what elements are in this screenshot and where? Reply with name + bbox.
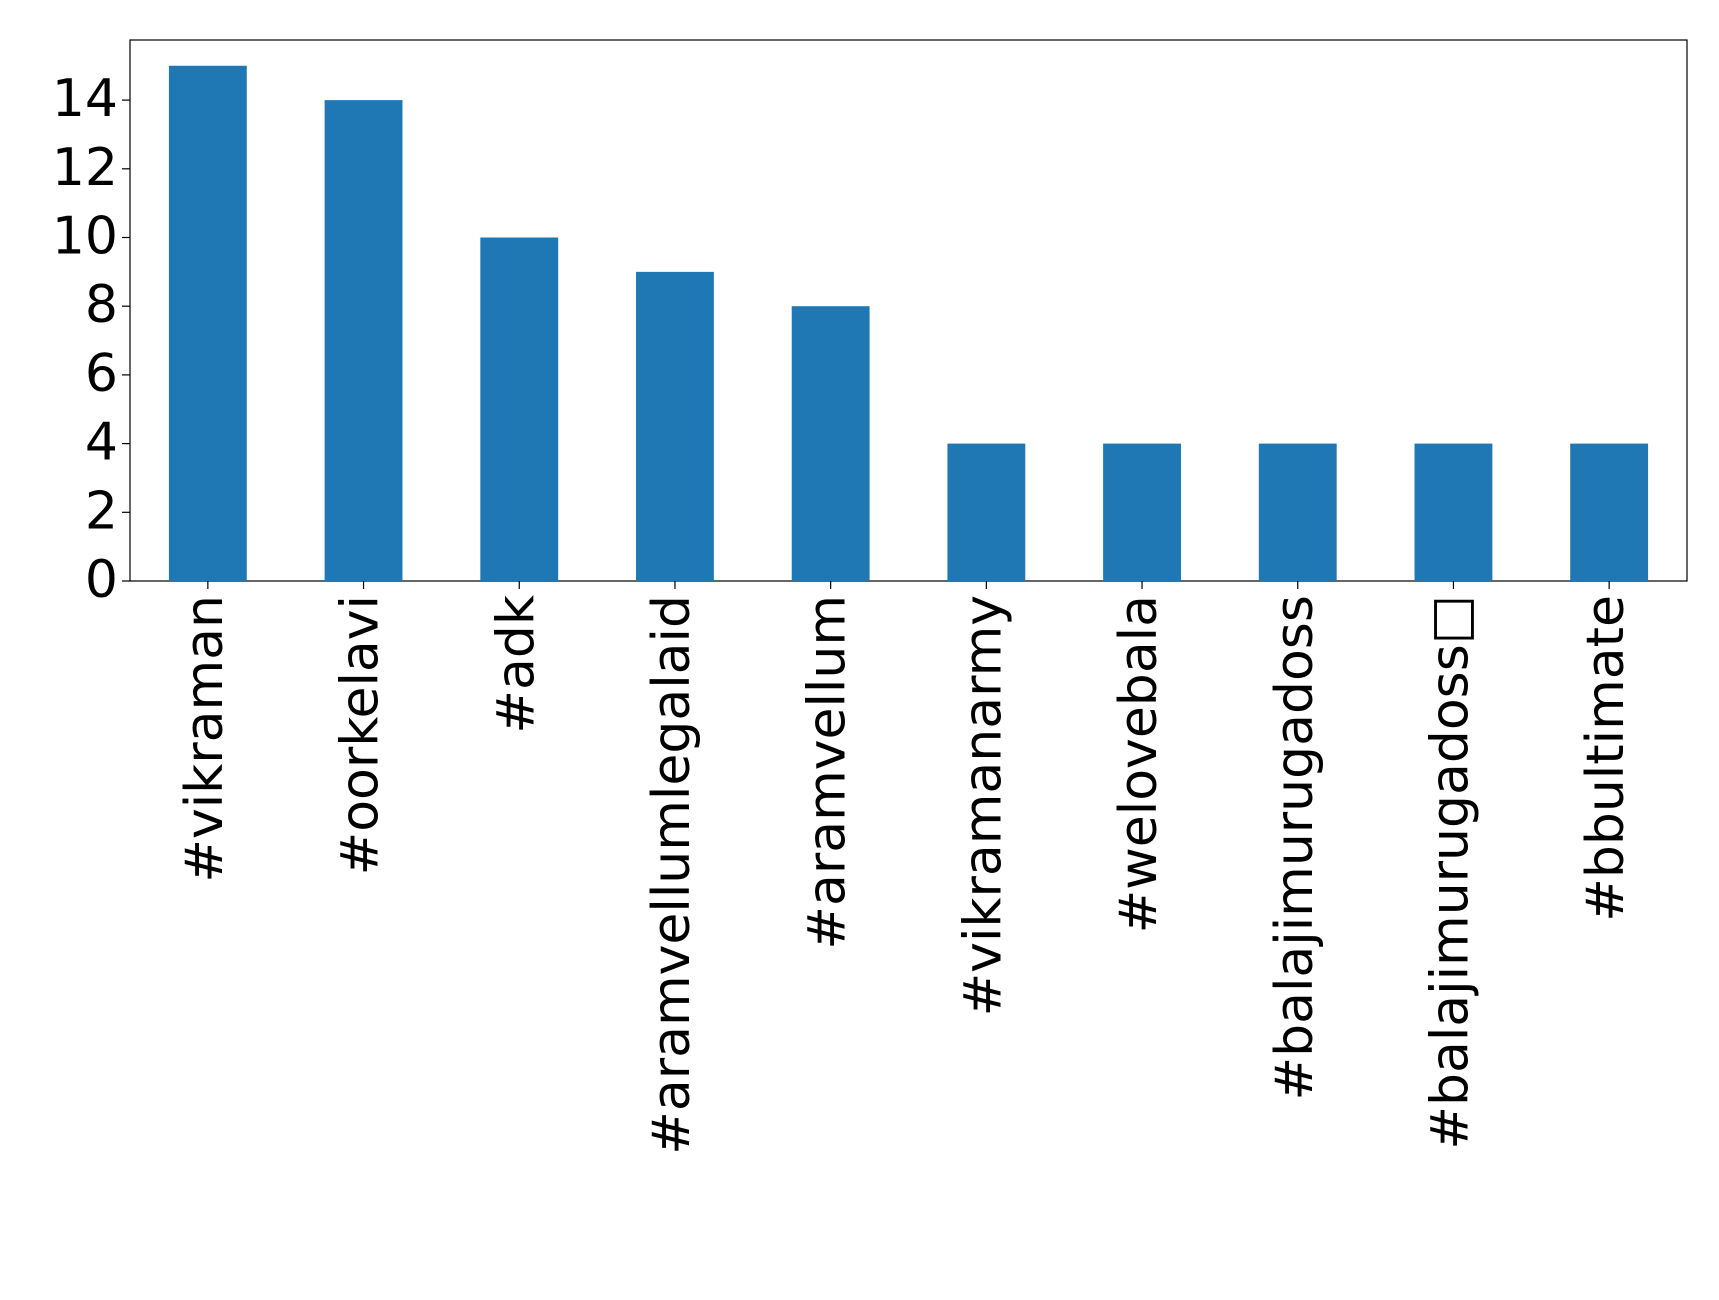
y-tick-label: 4 xyxy=(85,413,118,473)
x-tick-label: #vikraman xyxy=(175,595,235,883)
y-tick-label: 8 xyxy=(85,275,118,335)
x-tick-label: #oorkelavi xyxy=(331,595,391,875)
x-tick-label: #vikramanarmy xyxy=(953,595,1013,1016)
y-tick-label: 6 xyxy=(85,344,118,404)
x-tick-label: #aramvellum xyxy=(798,595,858,950)
x-tick-label: #balajimurugadoss xyxy=(1265,595,1325,1100)
bar xyxy=(480,237,559,581)
bar xyxy=(791,306,870,581)
x-tick-label: #balajimurugadoss□ xyxy=(1420,595,1480,1150)
bar xyxy=(1258,443,1337,581)
bar xyxy=(1414,443,1493,581)
bar xyxy=(1103,443,1181,581)
y-tick-label: 2 xyxy=(85,481,118,541)
bar xyxy=(947,443,1026,581)
plot-frame xyxy=(129,39,1688,582)
bar xyxy=(324,100,403,581)
x-tick-label: #welovebala xyxy=(1109,595,1169,933)
x-tick-label: #adk xyxy=(486,595,546,734)
y-tick-label: 14 xyxy=(52,69,118,129)
bar xyxy=(168,65,247,581)
bar xyxy=(1570,443,1649,581)
y-tick-label: 0 xyxy=(85,550,118,610)
x-tick-label: #aramvellumlegalaid xyxy=(642,595,702,1155)
bar xyxy=(636,271,714,581)
y-tick-label: 12 xyxy=(52,138,118,198)
x-tick-label: #bbultimate xyxy=(1576,595,1636,922)
y-tick-label: 10 xyxy=(52,207,118,267)
